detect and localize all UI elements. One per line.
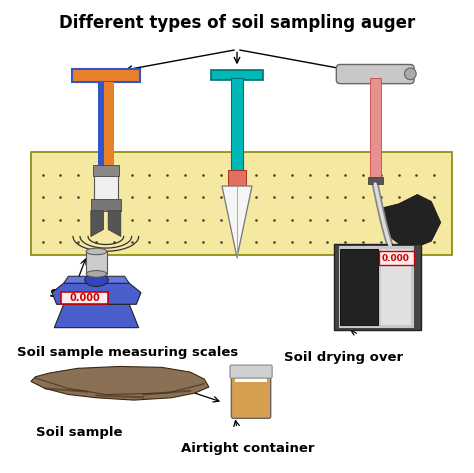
Text: Different types of soil sampling auger: Different types of soil sampling auger bbox=[59, 15, 415, 33]
Text: 0.000: 0.000 bbox=[69, 293, 100, 303]
Text: Airtight container: Airtight container bbox=[181, 442, 314, 455]
Text: Soil drying over: Soil drying over bbox=[284, 351, 403, 364]
Bar bbox=[98, 82, 104, 171]
Ellipse shape bbox=[86, 248, 107, 255]
Bar bbox=[211, 70, 263, 80]
Polygon shape bbox=[55, 304, 138, 328]
Ellipse shape bbox=[86, 271, 107, 277]
Bar bbox=[235, 377, 267, 382]
Bar bbox=[86, 252, 107, 274]
Ellipse shape bbox=[85, 273, 108, 287]
Bar bbox=[334, 244, 421, 330]
Bar bbox=[339, 246, 414, 328]
Bar bbox=[31, 152, 453, 255]
Bar bbox=[228, 170, 246, 186]
Text: Soil sample: Soil sample bbox=[36, 426, 122, 439]
FancyBboxPatch shape bbox=[230, 365, 272, 378]
FancyBboxPatch shape bbox=[61, 292, 108, 304]
Bar bbox=[231, 78, 243, 171]
Polygon shape bbox=[380, 194, 441, 251]
Polygon shape bbox=[108, 211, 121, 236]
Ellipse shape bbox=[404, 68, 416, 79]
FancyBboxPatch shape bbox=[337, 64, 414, 84]
Bar bbox=[370, 78, 381, 180]
FancyBboxPatch shape bbox=[231, 373, 271, 418]
Bar bbox=[72, 69, 139, 82]
Bar bbox=[381, 249, 411, 325]
Bar bbox=[368, 177, 383, 184]
Text: 0.000: 0.000 bbox=[382, 254, 410, 263]
Bar bbox=[94, 169, 118, 201]
Bar bbox=[91, 199, 121, 211]
Polygon shape bbox=[91, 211, 103, 236]
Text: soil: soil bbox=[50, 286, 77, 299]
Polygon shape bbox=[222, 186, 252, 257]
Bar bbox=[340, 249, 378, 325]
Polygon shape bbox=[31, 367, 209, 400]
Polygon shape bbox=[52, 283, 141, 304]
Text: Soil sample measuring scales: Soil sample measuring scales bbox=[17, 346, 238, 359]
Polygon shape bbox=[64, 276, 129, 283]
Bar bbox=[104, 82, 114, 171]
Bar bbox=[379, 252, 414, 264]
Bar bbox=[93, 166, 119, 176]
